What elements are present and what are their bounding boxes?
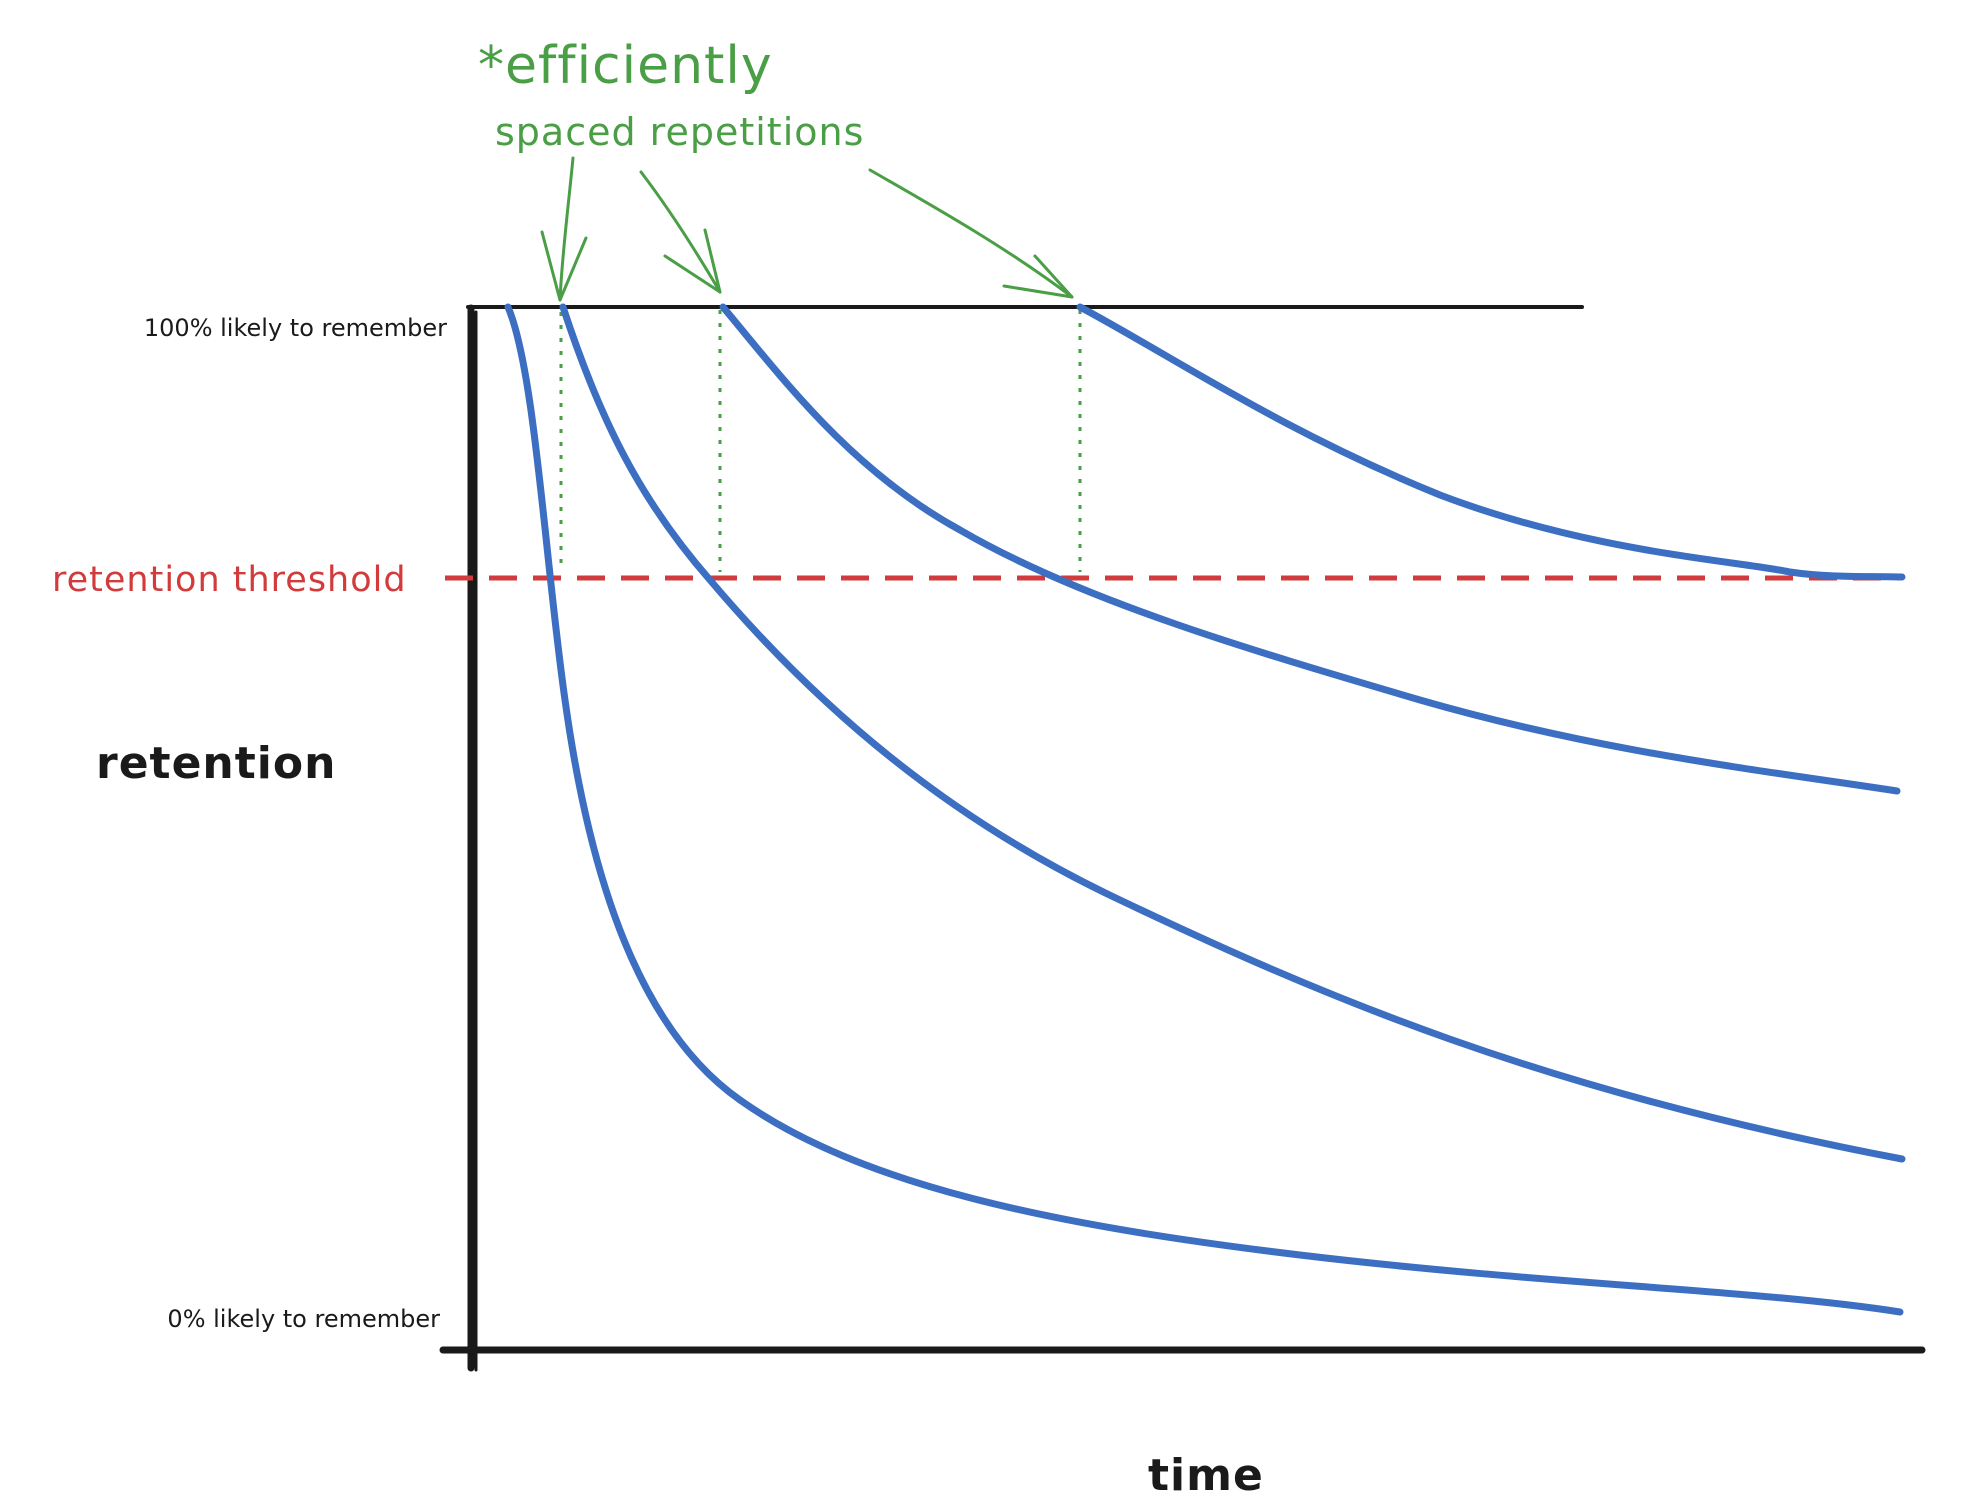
forgetting-curve-4 (1076, 303, 1906, 581)
arrow-to-review-2 (639, 170, 722, 294)
arrow-to-review-1 (540, 156, 588, 302)
forgetting-curve-2 (559, 303, 1906, 1163)
forgetting-curve-1 (504, 303, 1904, 1316)
annotation-efficiently: *efficiently (478, 36, 773, 96)
bottom-level-label: 0% likely to remember (167, 1305, 440, 1333)
y-axis-label: retention (96, 738, 336, 789)
top-level-label: 100% likely to remember (144, 314, 447, 342)
forgetting-curve-3 (719, 303, 1901, 795)
x-axis-label: time (1148, 1450, 1264, 1501)
retention-threshold-label: retention threshold (52, 560, 407, 600)
arrow-to-review-3 (868, 168, 1074, 299)
annotation-spaced-repetitions: spaced repetitions (495, 110, 864, 154)
